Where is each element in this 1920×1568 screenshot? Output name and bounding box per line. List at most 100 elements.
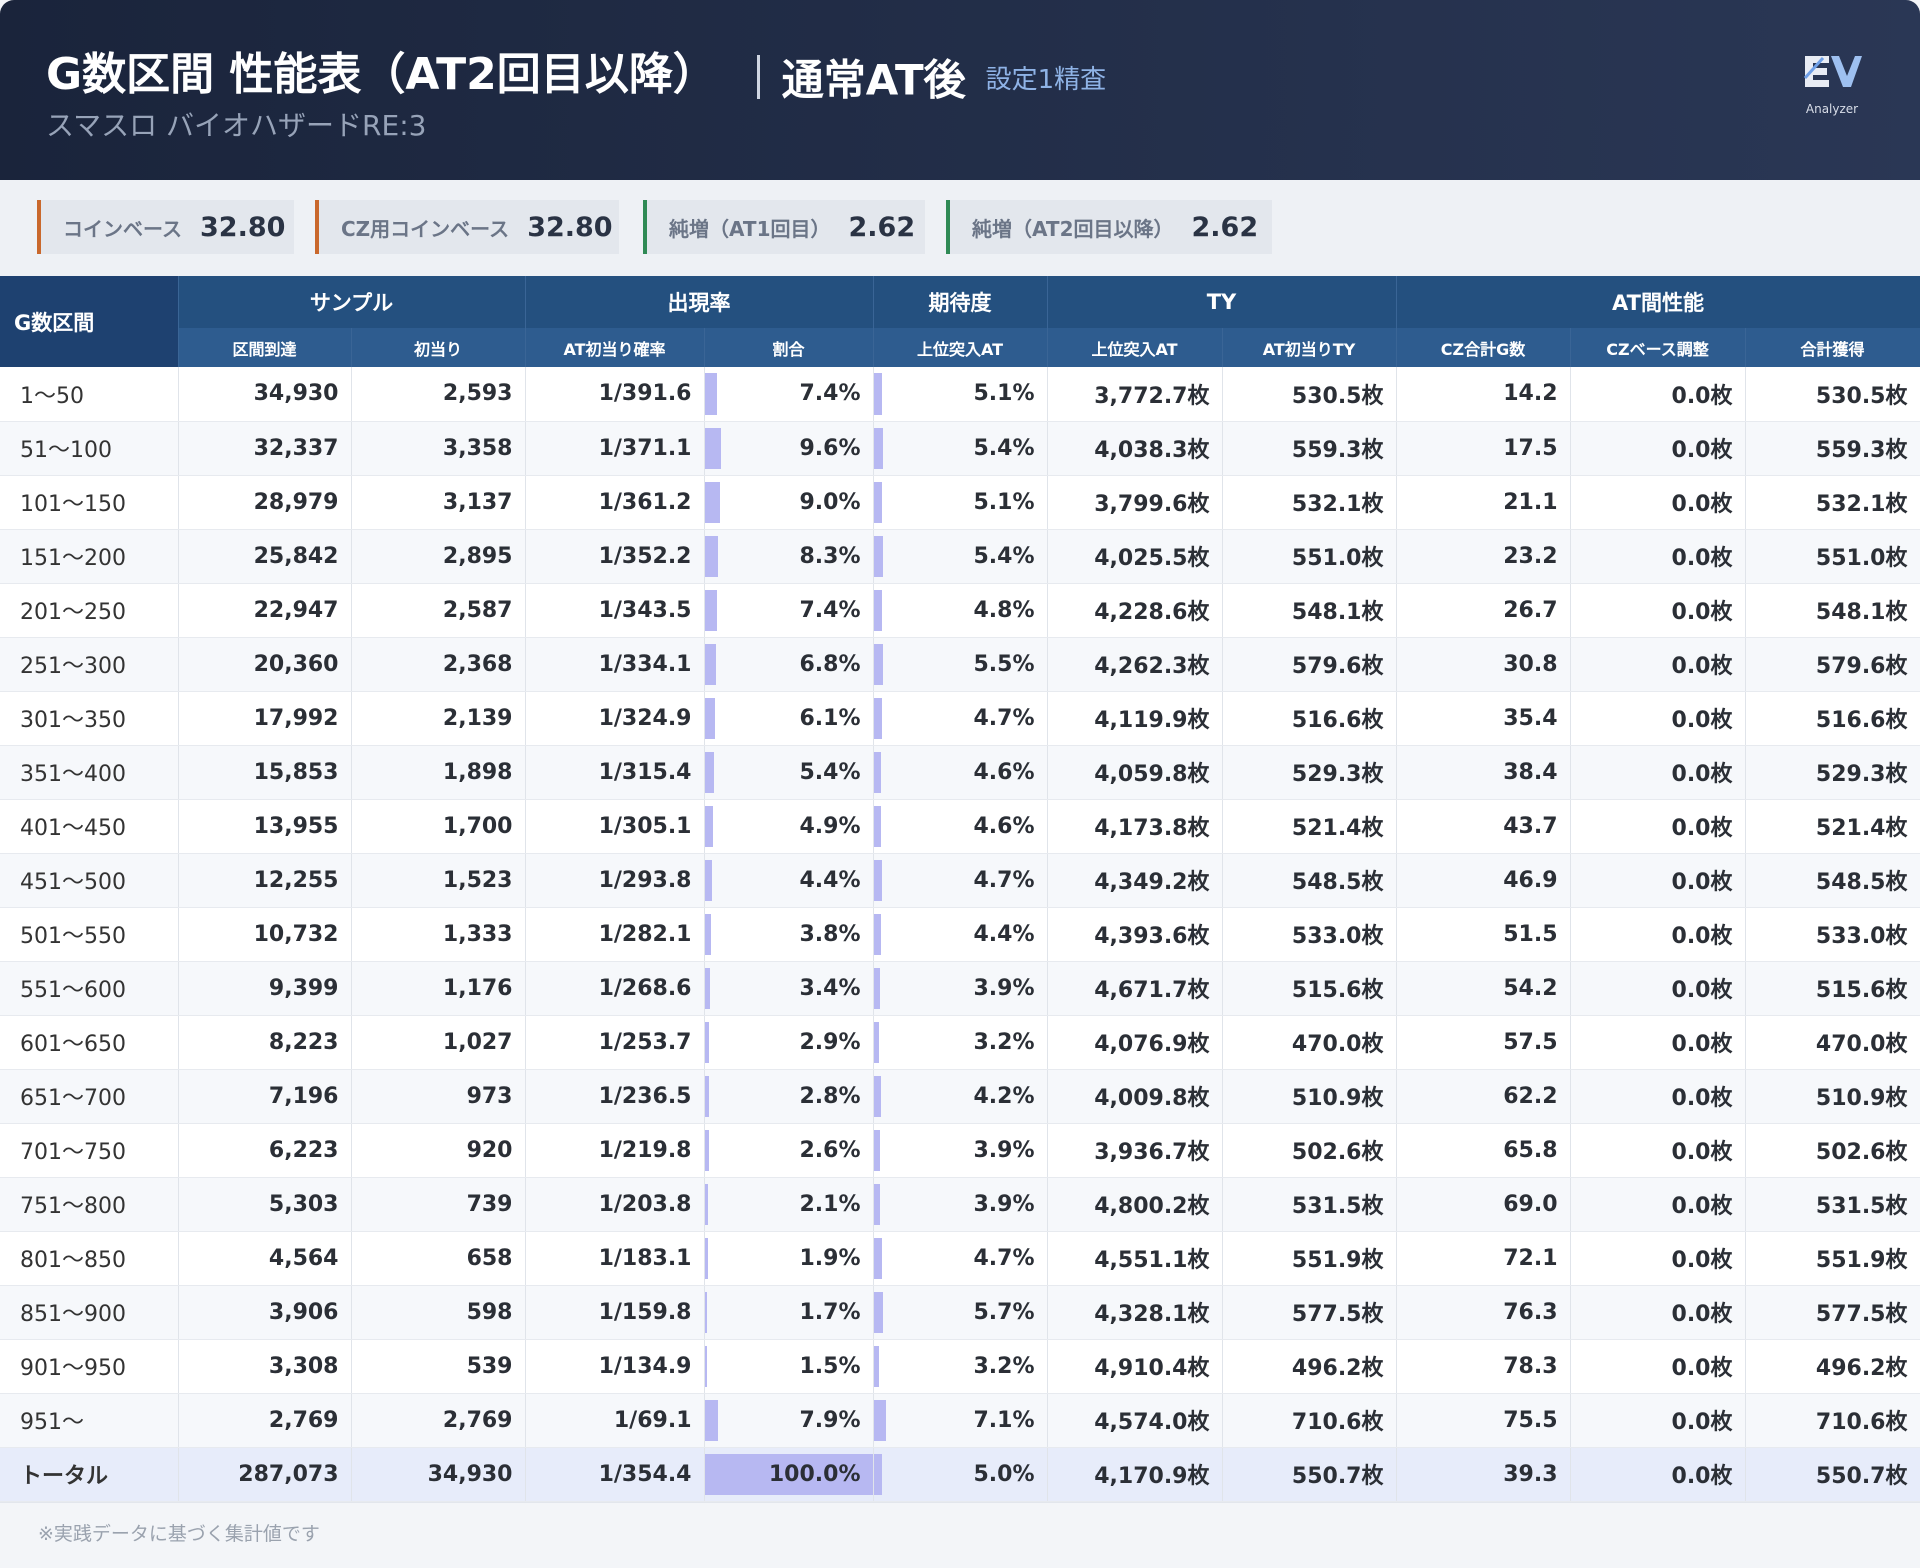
table-cell: 1/219.8 [525,1123,705,1178]
table-row: 701～750 6,223 920 1/219.8 2.6% 3.9% 3,936.7枚 50… [0,1123,1920,1178]
cell-text: 1/159.8 [598,1299,692,1325]
cell-text: 351～400 [20,762,126,787]
cell-text: 2.9% [799,1029,861,1055]
cell-text: 598 [466,1299,513,1325]
table-cell: 4,038.3枚 [1047,421,1223,476]
cell-text: 4.6% [973,759,1035,785]
table-cell: 2.6% [704,1123,874,1178]
table-cell: 559.3枚 [1222,421,1397,476]
table-cell: 1/343.5 [525,583,705,638]
cell-text: 577.5枚 [1291,1302,1384,1327]
bar [873,805,882,847]
table-cell: 973 [351,1069,526,1124]
cell-text: 401～450 [20,816,126,841]
mode: 通常AT後 [781,55,966,105]
cell-text: 4,671.7枚 [1094,978,1210,1003]
table-cell: 1/236.5 [525,1069,705,1124]
table-cell: 0.0枚 [1570,583,1746,638]
cell-text: 502.6枚 [1291,1140,1384,1165]
table-cell: 4,671.7枚 [1047,961,1223,1016]
table-row: 801～850 4,564 658 1/183.1 1.9% 4.7% 4,551.1枚 55… [0,1231,1920,1286]
table-cell: 4.6% [873,745,1048,800]
cell-text: 901～950 [20,1356,126,1381]
table-row: 151～200 25,842 2,895 1/352.2 8.3% 5.4% 4,025.5… [0,529,1920,584]
table-cell: 548.1枚 [1745,583,1920,638]
table-cell: 2.9% [704,1015,874,1070]
logo: Analyzer [1796,48,1868,117]
table-cell: 1,027 [351,1015,526,1070]
table-cell: 62.2 [1396,1069,1571,1124]
bar [873,589,882,631]
table-cell: 34,930 [351,1447,526,1502]
table-cell: 2,895 [351,529,526,584]
cell-text: 4.8% [973,597,1035,623]
table-cell: 4,025.5枚 [1047,529,1223,584]
cell-text: 34,930 [253,381,339,407]
table-cell: 4,059.8枚 [1047,745,1223,800]
cell-text: 7.4% [799,597,861,623]
cell-text: 1/282.1 [598,921,692,947]
cell-text: 1/203.8 [598,1191,692,1217]
cell-text: 5,303 [268,1191,339,1217]
cell-text: 8,223 [268,1029,339,1055]
table-cell: 598 [351,1285,526,1340]
cell-text: 515.6枚 [1291,978,1384,1003]
table-cell: 9,399 [178,961,352,1016]
cell-text: 4.4% [973,921,1035,947]
group-header: 期待度 [873,276,1048,328]
table-cell: 533.0枚 [1745,907,1920,962]
cell-text: トータル [20,1464,109,1489]
table-cell: 4.4% [873,907,1048,962]
table-row: 1～50 34,930 2,593 1/391.6 7.4% 5.1% 3,772.7枚 53… [0,367,1920,422]
table-cell: 3.9% [873,961,1048,1016]
cell-text: 7,196 [268,1083,339,1109]
logo-mark [1803,56,1862,87]
cell-text: 550.7枚 [1291,1464,1384,1489]
cell-text: 4,059.8枚 [1094,762,1210,787]
table-cell: 4,262.3枚 [1047,637,1223,692]
cell-text: 470.0枚 [1291,1032,1384,1057]
stat: 純増（AT1回目） 2.62 [643,200,925,254]
table-cell: 920 [351,1123,526,1178]
cell-text: 1/134.9 [598,1353,692,1379]
cell-text: 301～350 [20,708,126,733]
cell-text: 4.4% [799,867,861,893]
stat-label: 純増（AT2回目以降） [972,216,1174,241]
table-cell: 2,769 [178,1393,352,1448]
cell-text: 551.9枚 [1291,1248,1384,1273]
table-cell: 510.9枚 [1222,1069,1397,1124]
cell-text: 2.1% [799,1191,861,1217]
cell-text: 0.0枚 [1671,1140,1733,1165]
cell-text: 502.6枚 [1815,1140,1908,1165]
cell-text: 0.0枚 [1671,1356,1733,1381]
cell-text: 501～550 [20,924,126,949]
table-cell: 5.4% [873,421,1048,476]
table-cell: 6.8% [704,637,874,692]
table-cell: 751～800 [0,1177,179,1232]
table-cell: 601～650 [0,1015,179,1070]
cell-text: 973 [466,1083,513,1109]
table-cell: 12,255 [178,853,352,908]
table-cell: 9.0% [704,475,874,530]
cell-text: 529.3枚 [1815,762,1908,787]
table-cell: 0.0枚 [1570,961,1746,1016]
table-cell: 550.7枚 [1745,1447,1920,1502]
cell-text: 0.0枚 [1671,762,1733,787]
table-cell: 26.7 [1396,583,1571,638]
table-cell: 577.5枚 [1222,1285,1397,1340]
cell-text: 1,333 [442,921,513,947]
cell-text: 6.8% [799,651,861,677]
cell-text: 533.0枚 [1815,924,1908,949]
table-cell: 2,368 [351,637,526,692]
table-cell: 0.0枚 [1570,1177,1746,1232]
table-cell: 4,228.6枚 [1047,583,1223,638]
table-row: 851～900 3,906 598 1/159.8 1.7% 5.7% 4,328.1枚 57… [0,1285,1920,1340]
table-cell: 8.3% [704,529,874,584]
cell-text: 2,593 [442,381,513,407]
table-cell: 1.9% [704,1231,874,1286]
cell-text: 4,228.6枚 [1094,600,1210,625]
table-cell: 579.6枚 [1745,637,1920,692]
table-cell: 25,842 [178,529,352,584]
table-cell: 4.4% [704,853,874,908]
